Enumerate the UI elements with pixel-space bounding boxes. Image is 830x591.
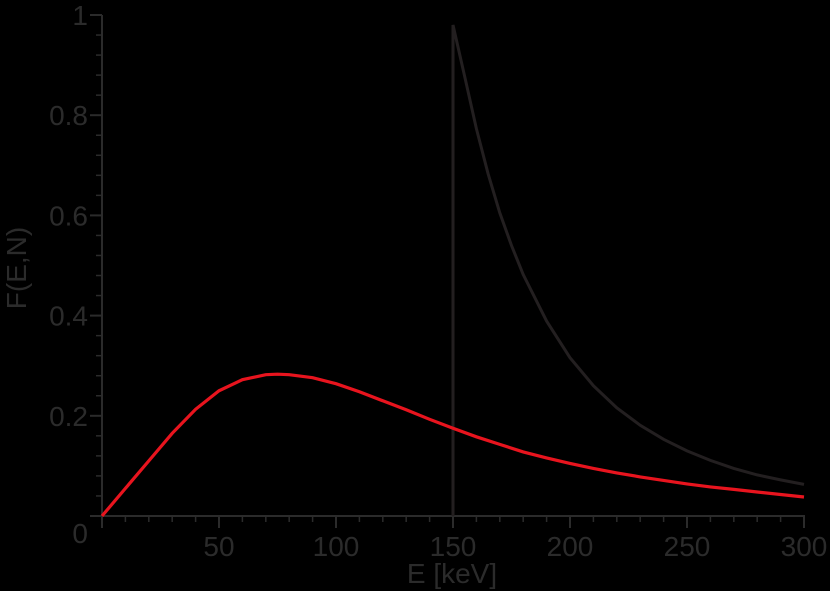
y-tick-label: 0.2 xyxy=(49,401,88,432)
major-ticks xyxy=(90,14,805,528)
y-tick-label: 0.8 xyxy=(49,100,88,131)
red-series-line xyxy=(100,372,805,518)
x-axis-label: E [keV] xyxy=(407,558,497,589)
x-tick-label: 300 xyxy=(781,531,828,562)
black-series-line xyxy=(451,24,805,516)
x-tick-label: 50 xyxy=(203,531,234,562)
x-tick-labels: 50 100 150 200 250 300 xyxy=(203,531,827,562)
x-tick-label: 250 xyxy=(664,531,711,562)
y-tick-label: 0.6 xyxy=(49,200,88,231)
y-axis-label: F(E,N) xyxy=(1,227,32,309)
x-tick-label: 200 xyxy=(547,531,594,562)
y-tick-labels: 0.2 0.4 0.6 0.8 1 xyxy=(49,0,88,432)
y-tick-label: 0.4 xyxy=(49,301,88,332)
x-tick-label: 150 xyxy=(430,531,477,562)
origin-label: 0 xyxy=(72,518,88,549)
x-tick-label: 100 xyxy=(313,531,360,562)
y-tick-label: 1 xyxy=(72,0,88,31)
